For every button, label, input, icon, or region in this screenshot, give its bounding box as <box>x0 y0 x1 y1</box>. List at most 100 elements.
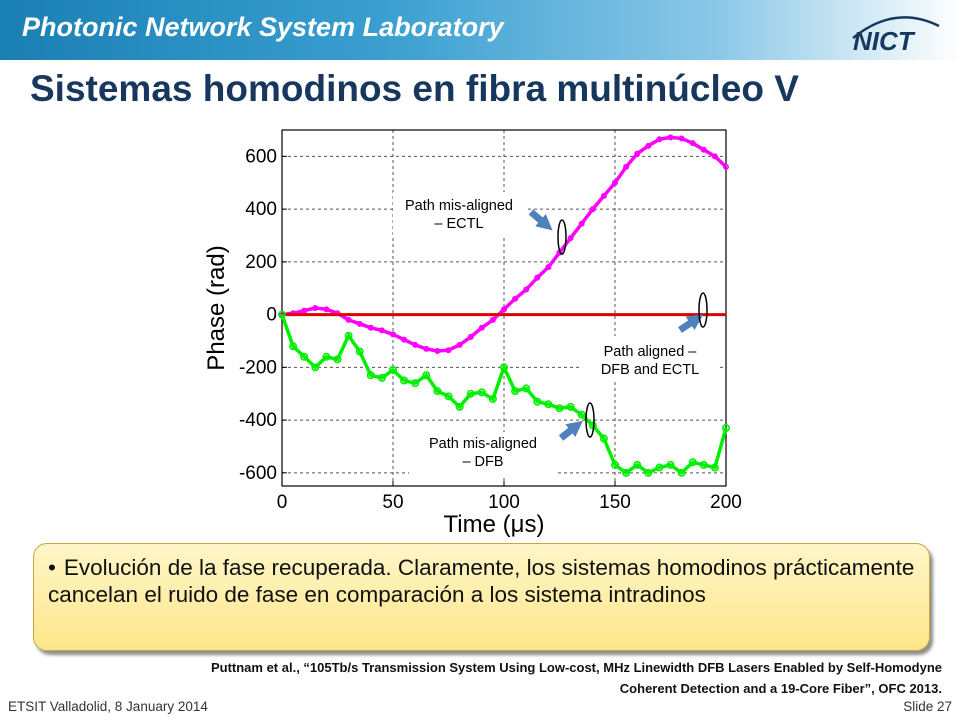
data-point <box>366 371 375 380</box>
annotation-bg-dfb <box>409 432 557 476</box>
data-point <box>655 463 664 472</box>
data-point <box>323 306 330 313</box>
data-point <box>622 468 631 477</box>
data-point <box>400 376 409 385</box>
data-point <box>301 307 308 314</box>
data-point <box>599 434 608 443</box>
data-point <box>322 352 331 361</box>
lab-name: Photonic Network System Laboratory <box>22 12 504 42</box>
x-tick-label: 50 <box>382 492 403 513</box>
data-point <box>455 402 464 411</box>
annotation-bg-aligned <box>580 336 718 382</box>
data-point <box>656 136 663 143</box>
reference-line-2: Coherent Detection and a 19-Core Fiber”,… <box>619 681 942 696</box>
data-point <box>522 384 531 393</box>
data-point <box>345 316 352 323</box>
logo-text: NICT <box>853 26 916 56</box>
data-point <box>633 460 642 469</box>
data-point <box>344 331 353 340</box>
series-line-1 <box>281 135 728 353</box>
data-point <box>533 397 542 406</box>
x-axis-label: Time (μs) <box>444 511 545 538</box>
annotation-bg-ectl <box>393 192 525 238</box>
data-point <box>544 400 553 409</box>
data-point <box>700 146 707 153</box>
x-tick-label: 100 <box>488 492 520 513</box>
data-point <box>377 373 386 382</box>
data-point <box>677 468 686 477</box>
data-point <box>523 286 530 293</box>
y-tick-label: -400 <box>239 410 277 431</box>
data-point <box>611 179 618 186</box>
data-point <box>645 142 652 149</box>
data-point <box>667 134 674 141</box>
data-point <box>289 342 298 351</box>
data-point <box>390 331 397 338</box>
y-tick-label: 200 <box>245 252 277 273</box>
data-point <box>355 347 364 356</box>
data-point <box>423 345 430 352</box>
y-tick-label: 0 <box>266 305 277 326</box>
data-point <box>512 295 519 302</box>
annotation-dfb: Path mis-aligned – DFB <box>429 436 537 470</box>
y-tick-label: 400 <box>245 199 277 220</box>
data-point <box>689 140 696 147</box>
callout-text-block: • Evolución de la fase recuperada. Claram… <box>48 554 915 608</box>
data-point <box>555 404 564 413</box>
data-point <box>722 163 729 170</box>
data-point <box>566 402 575 411</box>
footer-venue-date: ETSIT Valladolid, 8 January 2014 <box>8 699 208 714</box>
data-point <box>600 192 607 199</box>
reference-line-1: Puttnam et al., “105Tb/s Transmission Sy… <box>210 660 942 675</box>
data-point <box>567 235 574 242</box>
data-point <box>411 379 420 388</box>
phase-chart: 0 50 100 150 200 -600 -400 -200 0 200 400 600 Time (… <box>203 129 742 538</box>
data-point <box>634 150 641 157</box>
data-point <box>444 392 453 401</box>
data-point <box>333 355 342 364</box>
data-point <box>610 460 619 469</box>
data-point <box>378 327 385 334</box>
data-point <box>711 153 718 160</box>
data-point <box>678 135 685 142</box>
callout-sentence: Evolución de la fase recuperada. Clarame… <box>48 555 915 607</box>
header-banner: Photonic Network System Laboratory NICT <box>0 0 960 60</box>
data-point <box>534 274 541 281</box>
annotation-ectl: Path mis-aligned – ECTL <box>405 198 513 232</box>
data-point <box>500 306 507 313</box>
data-point <box>589 206 596 213</box>
reference-citation: Puttnam et al., “105Tb/s Transmission Sy… <box>42 657 942 699</box>
data-point <box>434 347 441 354</box>
data-point <box>412 341 419 348</box>
data-point <box>710 463 719 472</box>
highlight-ellipse-ectl <box>557 219 567 255</box>
y-axis-label: Phase (rad) <box>203 245 230 370</box>
data-point <box>688 458 697 467</box>
x-tick-label: 0 <box>277 492 288 513</box>
data-point <box>699 460 708 469</box>
data-point <box>433 387 442 396</box>
data-point <box>478 324 485 331</box>
data-point <box>499 363 508 372</box>
data-point <box>311 363 320 372</box>
data-point <box>466 389 475 398</box>
data-point <box>456 341 463 348</box>
data-point <box>511 387 520 396</box>
data-point <box>300 352 309 361</box>
data-point <box>356 320 363 327</box>
data-point <box>367 324 374 331</box>
y-tick-label: -200 <box>239 357 277 378</box>
data-point <box>445 347 452 354</box>
data-point <box>477 388 486 397</box>
bullet-marker: • <box>48 555 56 580</box>
data-point <box>666 460 675 469</box>
x-tick-label: 200 <box>710 492 742 513</box>
series-line-3 <box>280 314 728 476</box>
data-point <box>389 365 398 374</box>
data-point <box>721 423 730 432</box>
data-point <box>467 334 474 341</box>
data-point <box>577 410 586 419</box>
y-tick-label: 600 <box>245 146 277 167</box>
data-point <box>422 371 431 380</box>
data-point <box>578 220 585 227</box>
